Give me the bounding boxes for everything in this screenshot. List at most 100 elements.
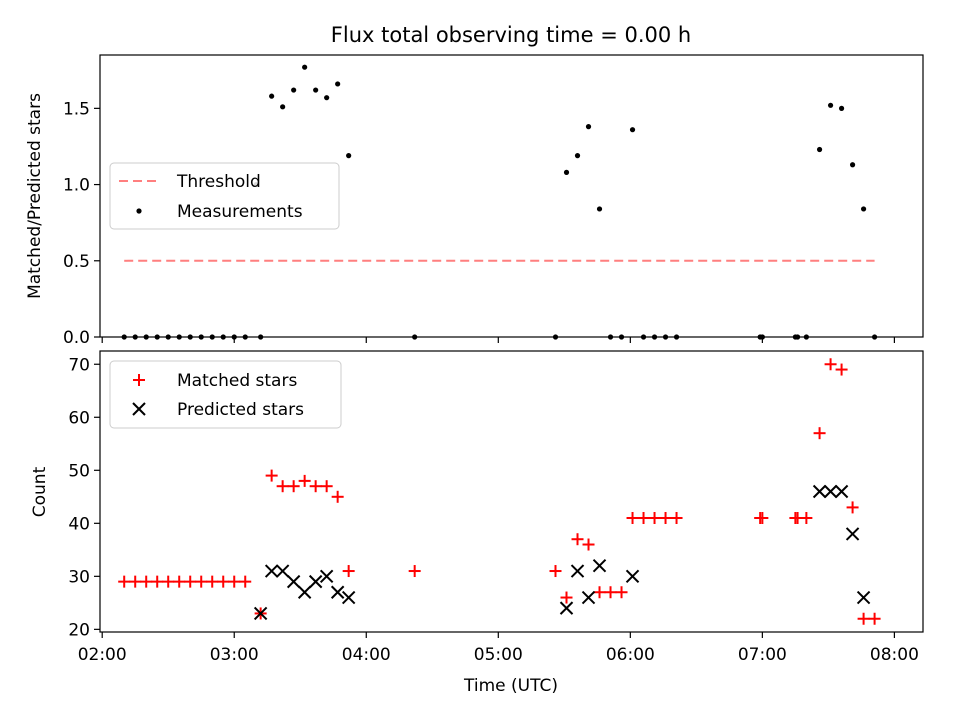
bottom-x-tick-label: 07:00	[738, 645, 787, 665]
matched-star-point	[342, 565, 355, 578]
measurement-point	[816, 146, 823, 153]
predicted-star-point	[581, 590, 596, 605]
measurement-point	[258, 334, 264, 340]
measurement-points	[121, 64, 878, 340]
measurement-point	[759, 334, 765, 340]
predicted-star-point	[559, 601, 574, 615]
measurement-point	[574, 153, 581, 159]
measurement-point	[121, 334, 127, 340]
bottom-panel: 20 30 40 50 60 70 02:00 03:00 04:00 05:00 06:00 07…	[30, 350, 924, 696]
measurement-point	[280, 104, 286, 110]
matched-star-point	[265, 469, 278, 482]
predicted-star-point	[275, 564, 290, 578]
bottom-y-axis: 20 30 40 50 60 70	[68, 355, 100, 640]
measurement-point	[871, 334, 878, 340]
measurement-point	[640, 334, 647, 340]
matched-star-point	[648, 512, 661, 525]
measurement-point	[231, 334, 237, 340]
predicted-star-point	[625, 569, 640, 584]
matched-star-point	[670, 512, 683, 525]
measurement-point	[838, 105, 845, 111]
measurement-point	[187, 334, 193, 340]
bottom-x-tick-label: 08:00	[870, 645, 919, 665]
top-y-tick-label: 0.0	[63, 328, 90, 348]
bottom-x-axis-label: Time (UTC)	[463, 676, 558, 696]
bottom-x-tick-label: 04:00	[342, 645, 391, 665]
matched-star-point	[129, 575, 142, 588]
predicted-star-point	[823, 484, 838, 499]
measurement-point	[165, 334, 171, 340]
matched-star-point	[309, 480, 322, 493]
bottom-axes-frame	[99, 350, 924, 633]
figure-title: Flux total observing time = 0.00 h	[331, 23, 691, 47]
threshold-legend-label: Threshold	[176, 172, 261, 192]
matched-star-point	[173, 575, 186, 588]
matched-star-point	[835, 363, 848, 376]
matched-star-point	[615, 586, 628, 599]
measurement-point	[176, 334, 182, 340]
measurement-point	[803, 334, 809, 340]
matched-star-point	[593, 586, 606, 599]
predicted-star-point	[341, 590, 356, 605]
measurement-point	[794, 334, 801, 340]
matched-star-point	[824, 358, 837, 371]
measurement-point	[585, 124, 592, 130]
top-legend: Threshold Measurements	[109, 162, 340, 230]
measurement-point	[302, 64, 308, 70]
matched-star-point	[659, 512, 672, 525]
predicted-star-point	[592, 559, 607, 573]
bottom-x-tick-label: 03:00	[210, 645, 259, 665]
matched-star-point	[408, 565, 421, 578]
matched-star-point	[287, 480, 300, 493]
predicted-star-point	[319, 569, 334, 584]
predicted-star-point	[253, 606, 268, 621]
matched-star-point	[217, 575, 230, 588]
predicted-legend-label: Predicted stars	[177, 400, 304, 420]
bottom-y-tick-label: 50	[68, 461, 90, 481]
measurement-point	[143, 334, 149, 340]
bottom-x-tick-label: 02:00	[78, 645, 127, 665]
measurement-point	[335, 81, 341, 87]
measurement-point	[220, 334, 226, 340]
matched-star-point	[151, 575, 164, 588]
top-y-tick-label: 1.5	[63, 99, 90, 119]
matched-star-point	[195, 575, 208, 588]
matched-star-point	[560, 591, 573, 604]
measurement-point	[324, 95, 330, 101]
matched-star-point	[637, 512, 650, 525]
bottom-x-tick-label: 05:00	[474, 645, 523, 665]
matched-legend-swatch	[133, 374, 145, 386]
top-y-tick-label: 0.5	[63, 252, 90, 272]
measurement-point	[629, 127, 636, 133]
matched-star-point	[549, 565, 562, 578]
matched-star-point	[162, 575, 175, 588]
measurement-point	[651, 334, 658, 340]
measurement-point	[132, 334, 138, 340]
predicted-star-point	[834, 484, 849, 499]
measurements-legend-label: Measurements	[177, 202, 303, 222]
bottom-legend: Matched stars Predicted stars	[109, 360, 342, 429]
matched-star-point	[846, 501, 859, 514]
predicted-star-point	[812, 484, 827, 499]
matched-star-point	[140, 575, 153, 588]
matched-star-point	[813, 427, 826, 440]
matched-star-point	[239, 575, 252, 588]
matched-legend-label: Matched stars	[177, 371, 297, 391]
measurements-legend-swatch	[136, 208, 142, 214]
bottom-x-axis: 02:00 03:00 04:00 05:00 06:00 07:00 08:00	[78, 632, 919, 665]
matched-star-point	[206, 575, 219, 588]
bottom-x-tick-label: 06:00	[606, 645, 655, 665]
measurement-point	[860, 206, 867, 212]
bottom-y-tick-label: 60	[68, 408, 90, 428]
bottom-y-tick-label: 30	[68, 567, 90, 587]
measurement-point	[291, 87, 297, 93]
measurement-point	[154, 334, 160, 340]
matched-star-point	[857, 612, 870, 625]
matched-stars-series	[118, 358, 881, 625]
predicted-star-point	[856, 590, 871, 605]
measurement-point	[552, 334, 559, 340]
bottom-y-axis-label: Count	[30, 466, 50, 517]
measurement-point	[209, 334, 215, 340]
